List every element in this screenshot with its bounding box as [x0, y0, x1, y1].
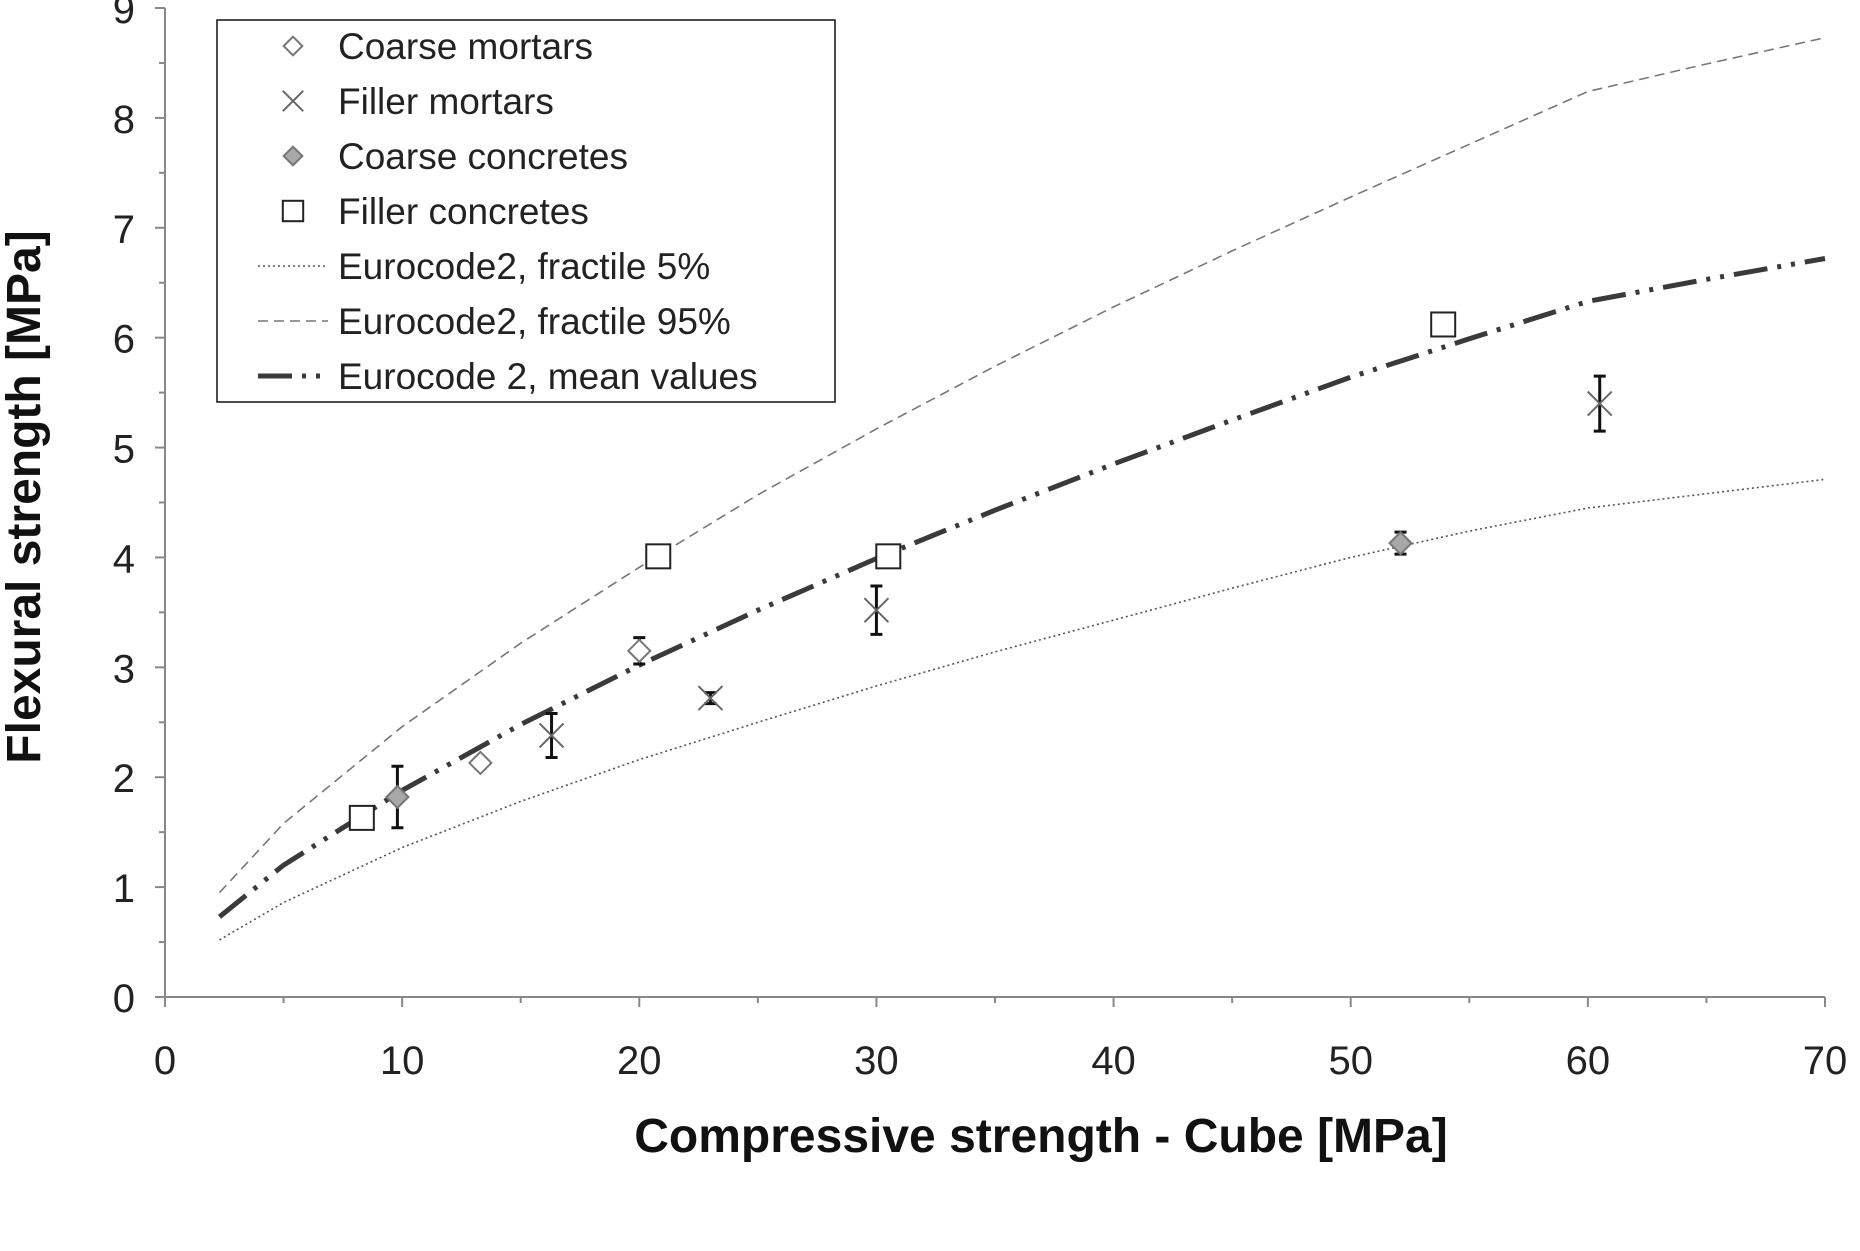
data-point	[384, 784, 410, 810]
y-tick-label: 8	[113, 98, 135, 142]
y-tick-label: 9	[113, 0, 135, 32]
legend-box	[216, 19, 836, 403]
axes: 0 1 2 3 4 5 6 7 8 9 0 10 20 30 40 50 60 70	[113, 0, 1848, 1083]
data-points	[348, 311, 1613, 831]
y-tick-label: 2	[113, 757, 135, 801]
legend-marker	[282, 90, 304, 112]
x-tick-label: 30	[854, 1039, 899, 1083]
legend-marker	[282, 35, 304, 57]
x-tick-label: 50	[1328, 1039, 1373, 1083]
x-tick-label: 40	[1091, 1039, 1136, 1083]
legend-label: Filler concretes	[338, 191, 589, 232]
data-point	[875, 543, 902, 570]
y-tick-label: 1	[113, 867, 135, 911]
legend-marker	[282, 145, 304, 167]
data-point	[626, 638, 652, 664]
y-tick-label: 3	[113, 647, 135, 691]
legend-marker	[281, 199, 305, 223]
eurocode-lines	[217, 36, 1826, 941]
series-line	[219, 478, 1826, 941]
y-tick-label: 4	[113, 537, 135, 581]
legend: Coarse mortars Filler mortars Coarse concr…	[216, 19, 836, 403]
y-tick-label: 0	[113, 977, 135, 1021]
y-tick-label: 6	[113, 318, 135, 362]
legend-label: Eurocode2, fractile 95%	[338, 301, 731, 342]
legend-label: Eurocode 2, mean values	[338, 356, 758, 397]
y-tick-label: 7	[113, 208, 135, 252]
data-point	[538, 722, 565, 749]
x-axis-title: Compressive strength - Cube [MPa]	[634, 1110, 1447, 1163]
data-point	[645, 543, 672, 570]
legend-label: Coarse concretes	[338, 136, 628, 177]
y-tick-label: 5	[113, 428, 135, 472]
legend-label: Filler mortars	[338, 81, 554, 122]
data-point	[1388, 530, 1413, 556]
series-line	[218, 36, 1826, 894]
data-point	[467, 750, 493, 776]
x-tick-label: 10	[380, 1039, 425, 1083]
x-tick-label: 60	[1566, 1039, 1611, 1083]
data-point	[348, 804, 375, 831]
legend-label: Coarse mortars	[338, 26, 593, 67]
y-axis-title: Flexural strength [MPa]	[0, 230, 51, 763]
x-tick-label: 20	[617, 1039, 662, 1083]
data-point	[697, 685, 724, 711]
legend-label: Eurocode2, fractile 5%	[338, 246, 710, 287]
x-tick-label: 0	[154, 1039, 176, 1083]
series-line	[217, 256, 1826, 919]
data-point	[1430, 311, 1457, 338]
x-tick-label: 70	[1803, 1039, 1848, 1083]
data-point	[863, 597, 890, 623]
data-point	[1587, 390, 1613, 417]
